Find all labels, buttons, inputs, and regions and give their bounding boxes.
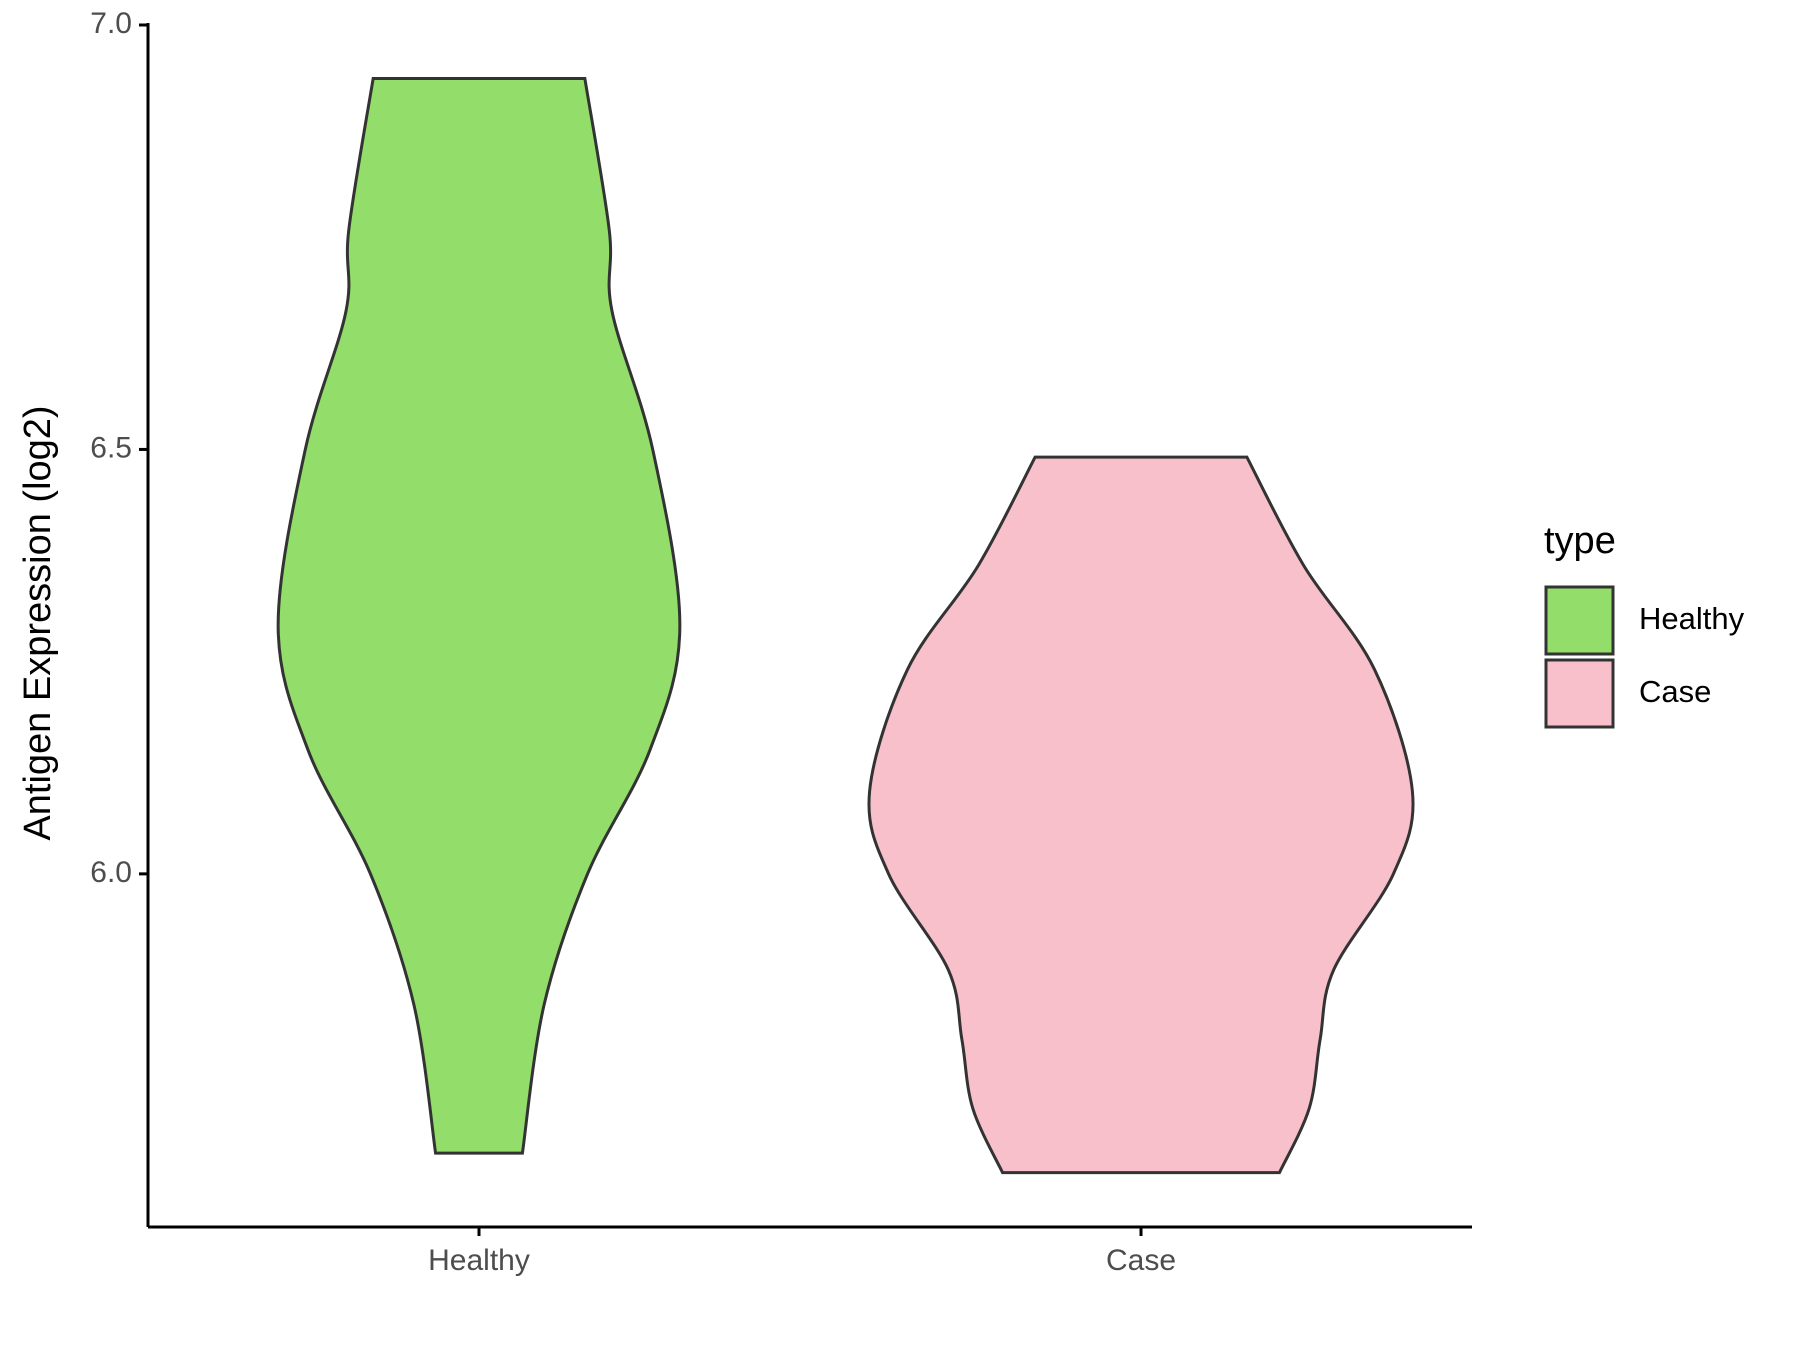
y-tick-label: 6.0 (90, 856, 132, 889)
x-tick-label: Healthy (428, 1244, 530, 1277)
legend-key (1544, 658, 1615, 729)
violin (867, 455, 1415, 1175)
legend-title: type (1544, 520, 1616, 562)
y-tick-label: 7.0 (90, 7, 132, 40)
legend-label: Case (1639, 674, 1711, 709)
legend-key (1544, 585, 1615, 656)
legend-label: Healthy (1639, 601, 1745, 636)
y-tick-label: 6.5 (90, 431, 132, 464)
violin (276, 76, 682, 1155)
y-axis-title: Antigen Expression (log2) (17, 405, 59, 840)
x-tick-label: Case (1106, 1244, 1176, 1277)
